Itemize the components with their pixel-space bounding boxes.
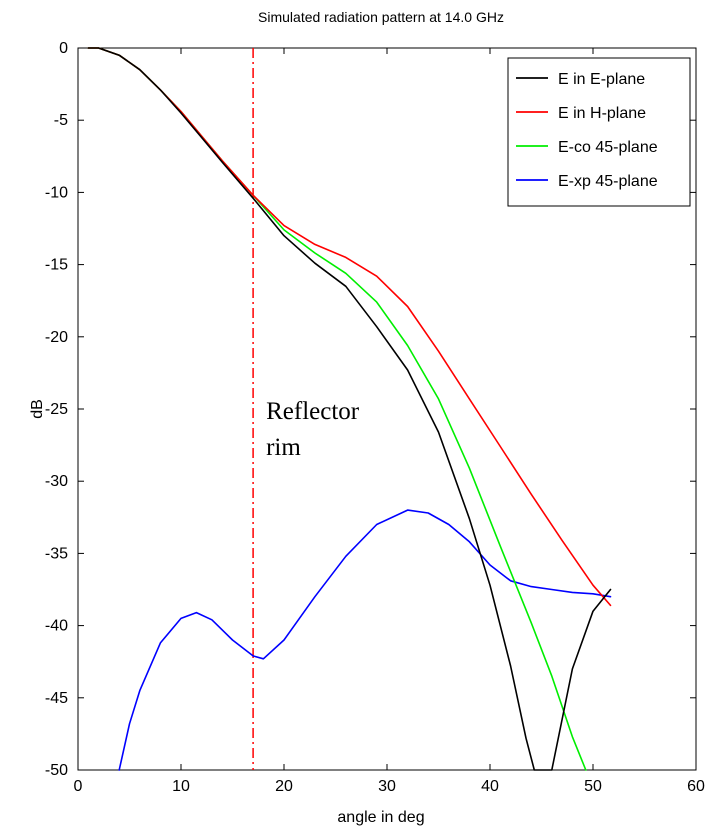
x-tick-label: 30 — [378, 778, 396, 795]
legend-label: E-co 45-plane — [558, 139, 658, 156]
legend-box — [507, 57, 691, 207]
x-axis: 0 10 20 30 40 50 60 — [74, 48, 705, 795]
x-tick-label: 50 — [584, 778, 602, 795]
legend-label: E in E-plane — [558, 71, 645, 88]
annotation-layer: Reflector rim — [252, 48, 360, 770]
x-tick-label: 10 — [172, 778, 190, 795]
y-tick-label: -35 — [45, 545, 68, 562]
series-layer — [87, 47, 612, 771]
y-tick-label: -45 — [45, 690, 68, 707]
y-tick-label: -5 — [54, 112, 68, 129]
y-tick-label: 0 — [59, 40, 68, 57]
x-tick-label: 40 — [481, 778, 499, 795]
reflector-rim-label: Reflector rim — [266, 398, 360, 461]
y-tick-label: -30 — [45, 473, 68, 490]
y-axis: 0 -5 -10 -15 -20 -25 -30 -35 -40 -45 -50 — [45, 40, 696, 779]
y-axis-label: dB — [29, 399, 46, 419]
y-tick-label: -15 — [45, 257, 68, 274]
x-axis-label: angle in deg — [337, 809, 424, 826]
y-tick-label: -50 — [45, 762, 68, 779]
x-tick-label: 0 — [74, 778, 83, 795]
legend-label: E-xp 45-plane — [558, 173, 658, 190]
x-tick-label: 20 — [275, 778, 293, 795]
reflector-rim-label-line: Reflector — [266, 398, 360, 425]
y-tick-label: -25 — [45, 401, 68, 418]
y-tick-label: -40 — [45, 618, 68, 635]
legend-label: E in H-plane — [558, 105, 646, 122]
series-e-plane — [87, 47, 612, 771]
legend: E in E-plane E in H-plane E-co 45-plane E-x… — [507, 57, 691, 207]
chart-title: Simulated radiation pattern at 14.0 GHz — [258, 9, 504, 25]
y-tick-label: -10 — [45, 184, 68, 201]
reflector-rim-label-line: rim — [266, 434, 301, 461]
y-tick-label: -20 — [45, 329, 68, 346]
x-tick-label: 60 — [687, 778, 705, 795]
series-exp-45 — [118, 509, 612, 771]
